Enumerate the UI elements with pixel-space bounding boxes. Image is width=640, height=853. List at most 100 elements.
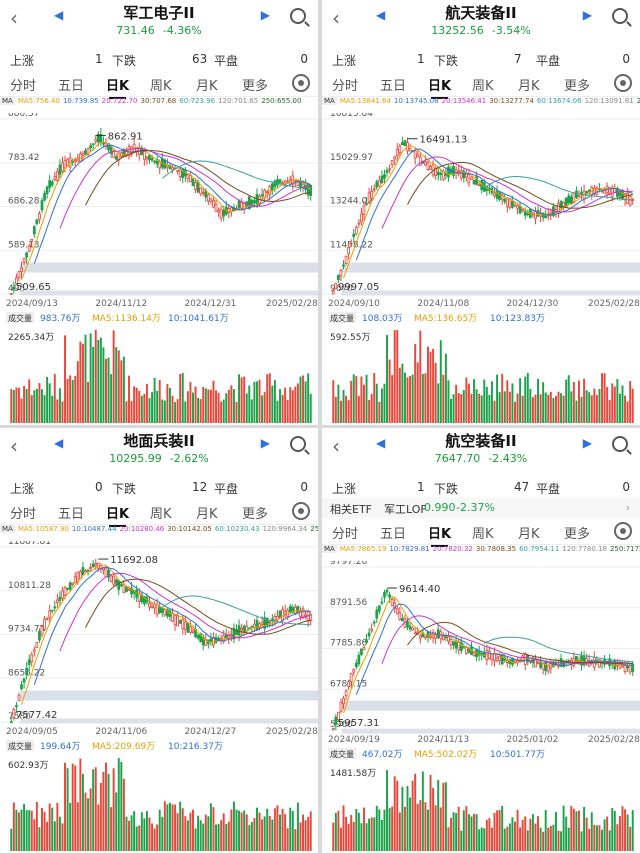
tab-period-3[interactable]: 周K (150, 507, 172, 522)
volume-bar (363, 807, 365, 851)
volume-bar (462, 810, 465, 851)
volume-bar (516, 809, 519, 851)
candle-body (142, 596, 146, 604)
tab-period-1[interactable]: 五日 (380, 527, 407, 542)
tab-period-5[interactable]: 更多 (564, 527, 591, 542)
tab-period-1[interactable]: 五日 (380, 79, 407, 94)
candle-body (43, 618, 46, 630)
candle-body (45, 618, 49, 621)
tab-period-1[interactable]: 五日 (58, 507, 85, 522)
kline-chart[interactable]: 9797.268791.567785.866780.1559609614.405… (322, 561, 640, 853)
ma-selector[interactable]: MA (322, 545, 337, 553)
volume-bar (357, 396, 360, 423)
tab-period-2[interactable]: 日K (106, 75, 129, 99)
stat-up-count: 0 (95, 480, 103, 494)
ma-selector[interactable]: MA (0, 525, 15, 533)
volume-bar (194, 828, 197, 851)
candle-body (158, 161, 162, 169)
ma-selector[interactable]: MA (322, 97, 337, 105)
volume-bar (380, 819, 383, 851)
kline-chart[interactable]: 16815.8415029.9713244.0911458.2296701649… (322, 113, 640, 425)
volume-bar (414, 773, 417, 851)
tab-period-2[interactable]: 日K (428, 523, 451, 547)
volume-selector[interactable] (6, 740, 34, 751)
settings-gear-icon[interactable] (614, 522, 632, 540)
candle-body (240, 202, 243, 209)
volume-bar (79, 341, 82, 423)
prev-index-triangle-icon[interactable]: ◀ (376, 8, 386, 22)
search-icon[interactable] (290, 8, 306, 24)
tab-period-4[interactable]: 月K (518, 527, 540, 542)
next-index-triangle-icon[interactable]: ▶ (260, 8, 270, 22)
kline-chart[interactable]: 11887.8110811.289734.758658.22758011692.… (0, 541, 318, 853)
tab-period-4[interactable]: 月K (518, 79, 540, 94)
ma-value-4: 60:723.96 (179, 97, 216, 105)
volume-bar (268, 373, 271, 423)
candle-body (521, 209, 525, 212)
volume-selector[interactable] (328, 748, 356, 759)
tab-period-1[interactable]: 五日 (58, 79, 85, 94)
tab-period-4[interactable]: 月K (196, 79, 218, 94)
next-index-triangle-icon[interactable]: ▶ (260, 436, 270, 450)
search-icon[interactable] (612, 8, 628, 24)
kline-chart[interactable]: 880.57 783.42 686.28 589.13 495 862.91 509.65 2… (0, 113, 318, 425)
volume-selector[interactable] (328, 312, 356, 323)
ma30-line (85, 578, 311, 635)
volume-bar (424, 802, 427, 851)
volume-bar (302, 375, 305, 423)
search-icon[interactable] (612, 436, 628, 452)
settings-gear-icon[interactable] (614, 74, 632, 92)
settings-gear-icon[interactable] (292, 502, 310, 520)
tab-period-0[interactable]: 分时 (10, 79, 37, 94)
volume-selector[interactable] (6, 312, 34, 323)
tab-period-0[interactable]: 分时 (10, 507, 37, 522)
candle-body (418, 156, 422, 166)
volume-bar (143, 393, 146, 423)
back-chevron-icon[interactable]: ‹ (10, 434, 18, 458)
volume-bar (189, 812, 192, 851)
volume-bar (20, 398, 23, 423)
tab-period-0[interactable]: 分时 (332, 79, 359, 94)
volume-bar (424, 373, 427, 423)
volume-bar (560, 393, 563, 423)
back-chevron-icon[interactable]: ‹ (332, 434, 340, 458)
tab-period-5[interactable]: 更多 (242, 79, 269, 94)
settings-gear-icon[interactable] (292, 74, 310, 92)
prev-index-triangle-icon[interactable]: ◀ (376, 436, 386, 450)
related-etf-bar[interactable]: 相关ETF 军工LOF 0.990 -2.37% › (322, 498, 640, 518)
tab-period-5[interactable]: 更多 (564, 79, 591, 94)
tab-period-3[interactable]: 周K (472, 527, 494, 542)
prev-index-triangle-icon[interactable]: ◀ (54, 436, 64, 450)
tab-period-2[interactable]: 日K (428, 75, 451, 99)
candle-body (559, 200, 563, 209)
volume-bar (603, 373, 606, 423)
next-index-triangle-icon[interactable]: ▶ (582, 8, 592, 22)
search-icon[interactable] (290, 436, 306, 452)
candle-body (235, 629, 238, 635)
candle-body (109, 575, 113, 582)
next-index-triangle-icon[interactable]: ▶ (582, 436, 592, 450)
candle-body (22, 258, 26, 263)
prev-index-triangle-icon[interactable]: ◀ (54, 8, 64, 22)
candle-body (17, 695, 21, 702)
tab-period-4[interactable]: 月K (196, 507, 218, 522)
candle-body (25, 667, 29, 675)
volume-bar (631, 810, 634, 851)
candle-body (513, 659, 517, 664)
volume-bar (375, 383, 378, 423)
tab-period-2[interactable]: 日K (106, 503, 129, 527)
volume-bar (552, 398, 555, 423)
volume-bar (383, 383, 386, 423)
tab-period-3[interactable]: 周K (472, 79, 494, 94)
candle-body (35, 219, 39, 225)
tab-period-0[interactable]: 分时 (332, 527, 359, 542)
volume-bar (245, 814, 248, 851)
candle-body (309, 614, 313, 621)
volume-bar (71, 379, 74, 423)
tab-period-3[interactable]: 周K (150, 79, 172, 94)
ma-selector[interactable]: MA (0, 97, 15, 105)
tab-period-5[interactable]: 更多 (242, 507, 269, 522)
candle-body (595, 187, 599, 195)
back-chevron-icon[interactable]: ‹ (10, 6, 18, 30)
back-chevron-icon[interactable]: ‹ (332, 6, 340, 30)
